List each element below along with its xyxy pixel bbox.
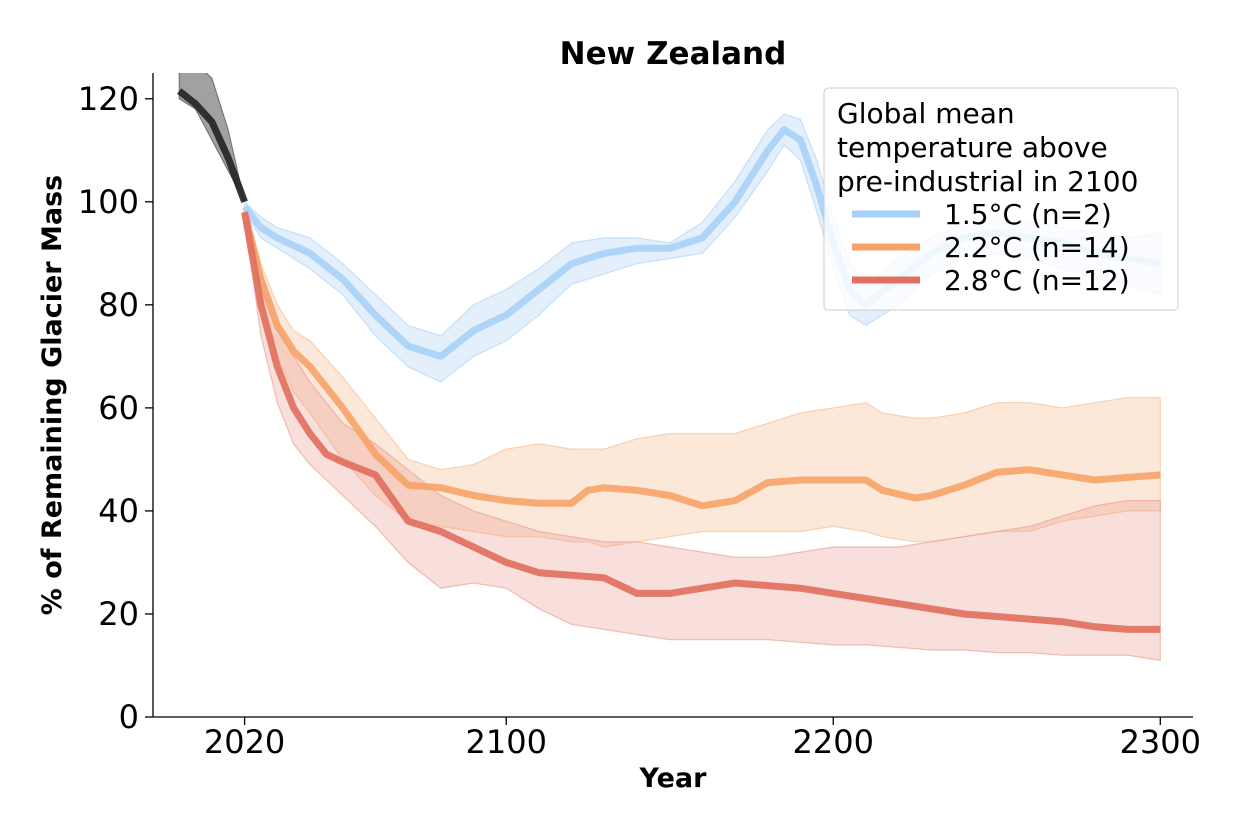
x-tick-label: 2100	[465, 723, 546, 761]
legend-label-1: 1.5°C (n=2)	[944, 198, 1112, 231]
y-tick-label: 100	[78, 183, 139, 221]
legend: Global mean temperature above pre-indust…	[823, 87, 1179, 311]
legend-label-3: 2.8°C (n=12)	[944, 264, 1130, 297]
chart-title: New Zealand	[560, 36, 787, 72]
series-lines	[177, 88, 1161, 633]
legend-title-line-2: temperature above	[837, 131, 1108, 164]
y-tick-label: 80	[98, 286, 139, 324]
y-tick-label: 60	[98, 389, 139, 427]
y-tick-label: 20	[98, 595, 139, 633]
x-tick-label: 2300	[1120, 723, 1201, 761]
y-axis-label: % of Remaining Glacier Mass	[37, 175, 68, 615]
legend-label-2: 2.2°C (n=14)	[944, 231, 1130, 264]
y-tick-label: 40	[98, 492, 139, 530]
y-tick-label: 0	[119, 698, 139, 736]
legend-title-line-3: pre-industrial in 2100	[837, 165, 1138, 198]
legend-title-line-1: Global mean	[837, 97, 1015, 130]
legend-frame	[823, 87, 1179, 311]
y-axis-ticks: 0 20 40 60 80 100 120	[78, 80, 153, 736]
x-tick-label: 2200	[793, 723, 874, 761]
x-axis-ticks: 2020 2100 2200 2300	[204, 717, 1201, 761]
series-line-2	[241, 211, 1161, 510]
x-tick-label: 2020	[204, 723, 285, 761]
x-axis-label: Year	[639, 763, 708, 794]
y-tick-label: 120	[78, 80, 139, 118]
series-line-3	[241, 211, 1161, 633]
historical-line	[177, 88, 248, 204]
